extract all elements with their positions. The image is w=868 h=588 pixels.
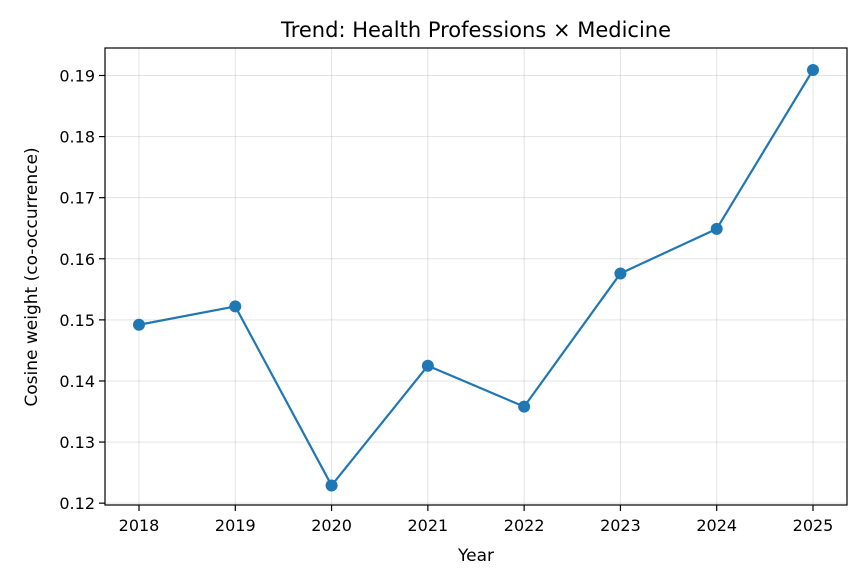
y-tick-label: 0.16 (59, 250, 95, 269)
y-tick-label: 0.12 (59, 494, 95, 513)
x-tick-label: 2024 (696, 516, 737, 535)
data-point (229, 300, 242, 313)
y-tick-label: 0.19 (59, 66, 95, 85)
x-tick-label: 2023 (600, 516, 641, 535)
data-point (614, 267, 627, 280)
x-tick-label: 2025 (793, 516, 834, 535)
y-tick-label: 0.15 (59, 311, 95, 330)
x-tick-label: 2018 (119, 516, 160, 535)
data-point (421, 359, 434, 372)
x-axis-label: Year (457, 546, 494, 566)
x-tick-label: 2022 (504, 516, 545, 535)
grid-layer (105, 48, 847, 505)
data-point (807, 63, 819, 76)
y-tick-label: 0.14 (59, 372, 95, 391)
y-tick-label: 0.13 (59, 433, 95, 452)
x-tick-label: 2019 (215, 516, 256, 535)
chart-title: Trend: Health Professions × Medicine (280, 18, 671, 42)
y-tick-label: 0.18 (59, 128, 95, 147)
y-tick-label: 0.17 (59, 189, 95, 208)
data-point (325, 479, 338, 492)
x-tick-label: 2021 (407, 516, 448, 535)
ticks-layer: 2018 2019 2020 2021 2022 2023 2024 2025 0.12 0.13… (59, 66, 833, 535)
data-point (518, 400, 531, 413)
x-tick-label: 2020 (311, 516, 352, 535)
data-point (133, 318, 145, 331)
plot-frame (104, 47, 848, 506)
y-axis-label: Cosine weight (co-occurrence) (22, 147, 42, 406)
series-layer (133, 63, 819, 492)
series-line (138, 69, 814, 487)
data-point (710, 222, 723, 235)
